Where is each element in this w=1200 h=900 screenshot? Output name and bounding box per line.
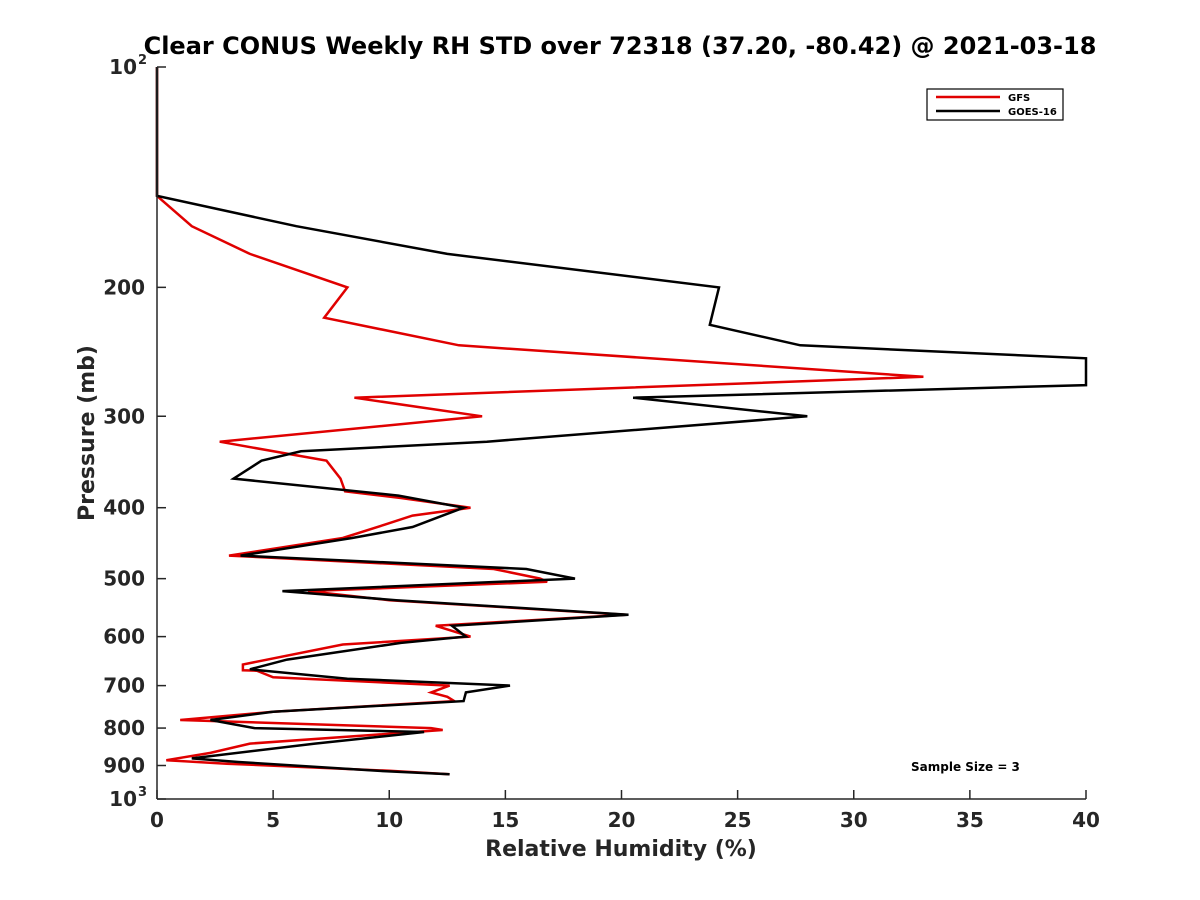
series-layer: [155, 67, 1088, 776]
x-axis-label: Relative Humidity (%): [485, 837, 757, 862]
y-tick-label: 900: [103, 754, 145, 778]
y-tick-label: 200: [103, 275, 145, 299]
y-tick-label: 400: [103, 496, 145, 520]
y-tick-label: 700: [103, 674, 145, 698]
plot-area: [157, 67, 1086, 799]
x-ticks: 0 5 10 15 20 25 30 35 40: [150, 790, 1100, 832]
chart-title: Clear CONUS Weekly RH STD over 72318 (37…: [144, 32, 1097, 60]
y-tick-exponent: 3: [138, 785, 147, 800]
legend-label-goes16: GOES-16: [1008, 107, 1057, 118]
y-tick-label: 300: [103, 404, 145, 428]
legend: GFS GOES-16: [926, 88, 1064, 121]
x-tick-label: 5: [266, 808, 280, 832]
y-tick-label: 800: [103, 716, 145, 740]
x-tick-label: 15: [491, 808, 519, 832]
y-tick-label: 10: [109, 55, 137, 79]
x-tick-label: 25: [724, 808, 752, 832]
x-tick-label: 20: [608, 808, 636, 832]
legend-label-gfs: GFS: [1008, 93, 1030, 104]
legend-box: [926, 88, 1064, 121]
y-axis-label: Pressure (mb): [75, 345, 100, 521]
x-tick-label: 40: [1072, 808, 1100, 832]
x-tick-label: 10: [375, 808, 403, 832]
y-tick-label: 500: [103, 567, 145, 591]
y-tick-exponent: 2: [138, 53, 147, 68]
y-tick-label: 10: [109, 787, 137, 811]
x-tick-label: 0: [150, 808, 164, 832]
series-line-goes16: [155, 67, 1088, 776]
sample-size-annotation: Sample Size = 3: [911, 760, 1020, 774]
x-tick-label: 35: [956, 808, 984, 832]
y-tick-label: 600: [103, 625, 145, 649]
x-tick-label: 30: [840, 808, 868, 832]
